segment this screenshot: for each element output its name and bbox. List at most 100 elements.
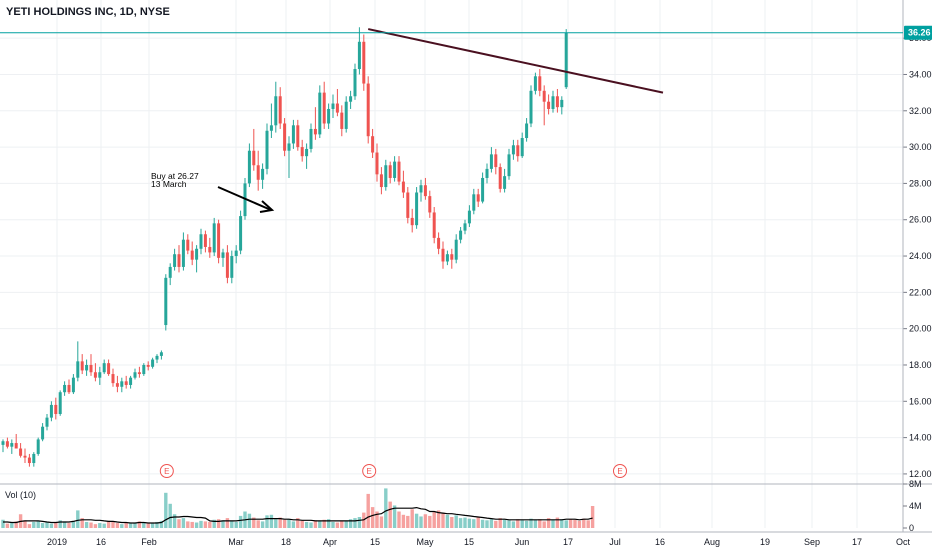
volume-bar <box>14 521 18 528</box>
x-tick-label: 15 <box>464 537 474 547</box>
volume-bar <box>516 519 520 528</box>
candle-body <box>287 143 291 151</box>
candle-body <box>384 165 388 188</box>
volume-bar <box>40 523 45 528</box>
candle-body <box>423 185 427 197</box>
candle-body <box>401 181 405 193</box>
volume-bar <box>146 523 150 528</box>
candle-body <box>379 174 383 188</box>
volume-bar <box>397 511 401 528</box>
volume-bar <box>172 514 177 528</box>
candle-body <box>168 266 172 278</box>
volume-bar <box>287 519 291 528</box>
volume-bar <box>10 523 14 528</box>
volume-bar <box>564 520 568 528</box>
volume-bar <box>450 517 454 528</box>
volume-bar <box>58 520 62 528</box>
candle-body <box>115 383 119 387</box>
candle-body <box>102 363 106 373</box>
volume-bar <box>102 523 106 528</box>
candle-body <box>415 192 419 226</box>
grid <box>0 0 904 528</box>
earnings-marker-label: E <box>164 467 169 476</box>
volume-bar <box>472 519 476 528</box>
y-tick-label: 12.00 <box>909 469 932 479</box>
earnings-marker <box>159 464 174 478</box>
volume-bar <box>406 515 410 528</box>
candle-body <box>58 392 62 415</box>
x-tick-label: Sep <box>804 537 820 547</box>
y-tick-label: 22.00 <box>909 287 932 297</box>
volume-bar <box>485 520 489 528</box>
volume-bar <box>247 513 252 528</box>
candle-body <box>547 101 551 109</box>
volume-bar <box>67 523 71 528</box>
volume-bar <box>208 521 212 528</box>
candle-body <box>529 90 533 124</box>
candle-body <box>555 96 559 108</box>
candle-body <box>406 192 410 218</box>
volume-bar <box>476 517 480 528</box>
candle-body <box>124 381 128 385</box>
volume-bar <box>375 511 379 528</box>
volume-bar <box>520 520 524 528</box>
candle-body <box>129 377 133 385</box>
y-tick-label: 24.00 <box>909 251 932 261</box>
candle-body <box>1 441 5 445</box>
candle-body <box>208 246 212 253</box>
volume-pane: 8M 4M 0 <box>0 479 932 533</box>
candle-body <box>23 455 27 458</box>
candle-body <box>10 443 14 447</box>
candle-body <box>353 69 357 97</box>
volume-bar <box>124 522 128 528</box>
volume-bar <box>388 501 392 528</box>
volume-bar <box>555 517 560 528</box>
x-tick-label: Jun <box>515 537 530 547</box>
volume-bar <box>252 517 256 528</box>
candle-body <box>397 161 401 182</box>
volume-bar <box>538 519 542 528</box>
candle-body <box>362 41 366 84</box>
candle-body <box>335 103 339 113</box>
y-tick-label: 30.00 <box>909 142 932 152</box>
x-tick-label: May <box>416 537 434 547</box>
volume-bar <box>542 521 546 528</box>
volume-bar <box>560 519 564 528</box>
candle-body <box>98 372 102 378</box>
candle-body <box>54 404 58 415</box>
candle-body <box>85 364 89 371</box>
candle-body <box>366 83 370 137</box>
candle-body <box>177 254 181 267</box>
volume-bar <box>458 518 463 528</box>
volume-bar <box>480 519 485 528</box>
volume-bar <box>326 519 331 528</box>
volume-bar <box>568 519 573 528</box>
candle-body <box>349 96 353 102</box>
volume-bar <box>454 515 458 528</box>
volume-bar <box>428 515 432 528</box>
candle-body <box>313 128 317 135</box>
candle-body <box>111 374 115 384</box>
candle-body <box>445 254 449 262</box>
volume-bar <box>120 524 124 528</box>
volume-bar <box>32 521 36 528</box>
volume-bar <box>203 521 208 528</box>
candle-body <box>538 76 542 91</box>
volume-bar <box>199 520 203 528</box>
volume-bar <box>401 514 406 528</box>
candle-body <box>428 196 432 213</box>
volume-bar <box>291 521 296 528</box>
volume-tick-label: 4M <box>909 501 922 511</box>
candle-body <box>278 96 282 124</box>
volume-bar <box>511 521 516 528</box>
candle-body <box>450 254 454 260</box>
candle-body <box>322 92 326 124</box>
volume-bar <box>164 492 168 528</box>
volume-bar <box>181 518 186 528</box>
volume-bar <box>238 515 243 528</box>
volume-bar <box>463 517 467 528</box>
candle-body <box>283 123 287 151</box>
candle-body <box>261 168 265 180</box>
candle-body <box>234 250 238 257</box>
volume-bar <box>93 524 98 528</box>
